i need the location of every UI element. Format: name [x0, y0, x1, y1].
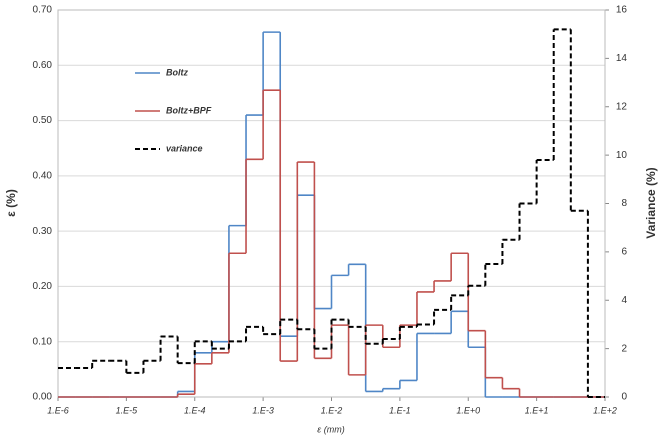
y-tick-label: 0.00: [33, 392, 53, 403]
y-tick-label: 0.30: [33, 226, 53, 237]
x-tick-label: 1.E-3: [252, 405, 274, 415]
y2-axis-label: Variance (%): [644, 167, 658, 238]
y2-tick-label: 4: [621, 295, 627, 306]
x-tick-label: 1.E+1: [525, 405, 549, 415]
y-tick-label: 0.50: [33, 115, 53, 126]
x-tick-label: 1.E-1: [389, 405, 411, 415]
y-tick-label: 0.20: [33, 281, 53, 292]
plot-border: [57, 9, 606, 398]
y2-tick-label: 16: [616, 5, 628, 16]
x-axis-label: ε (mm): [317, 424, 344, 434]
x-tick-label: 1.E+2: [593, 405, 617, 415]
y-axis-label: ε (%): [4, 189, 18, 217]
legend-label: Boltz: [166, 67, 188, 77]
x-tick-label: 1.E-6: [47, 405, 69, 415]
legend-label: Boltz+BPF: [166, 105, 212, 115]
y2-tick-label: 8: [621, 198, 627, 209]
y2-tick-label: 10: [616, 150, 628, 161]
y-tick-label: 0.70: [33, 5, 53, 16]
legend-label: variance: [166, 143, 203, 153]
x-tick-label: 1.E-4: [184, 405, 206, 415]
y-tick-label: 0.40: [33, 170, 53, 181]
y2-tick-label: 2: [621, 343, 627, 354]
y-tick-label: 0.60: [33, 60, 53, 71]
y2-tick-label: 6: [621, 247, 627, 258]
y2-tick-label: 14: [616, 53, 628, 64]
x-tick-label: 1.E-2: [321, 405, 343, 415]
y2-tick-label: 0: [621, 392, 627, 403]
y2-tick-label: 12: [616, 101, 628, 112]
y-tick-label: 0.10: [33, 336, 53, 347]
x-tick-label: 1.E-5: [116, 405, 139, 415]
x-tick-label: 1.E+0: [456, 405, 480, 415]
